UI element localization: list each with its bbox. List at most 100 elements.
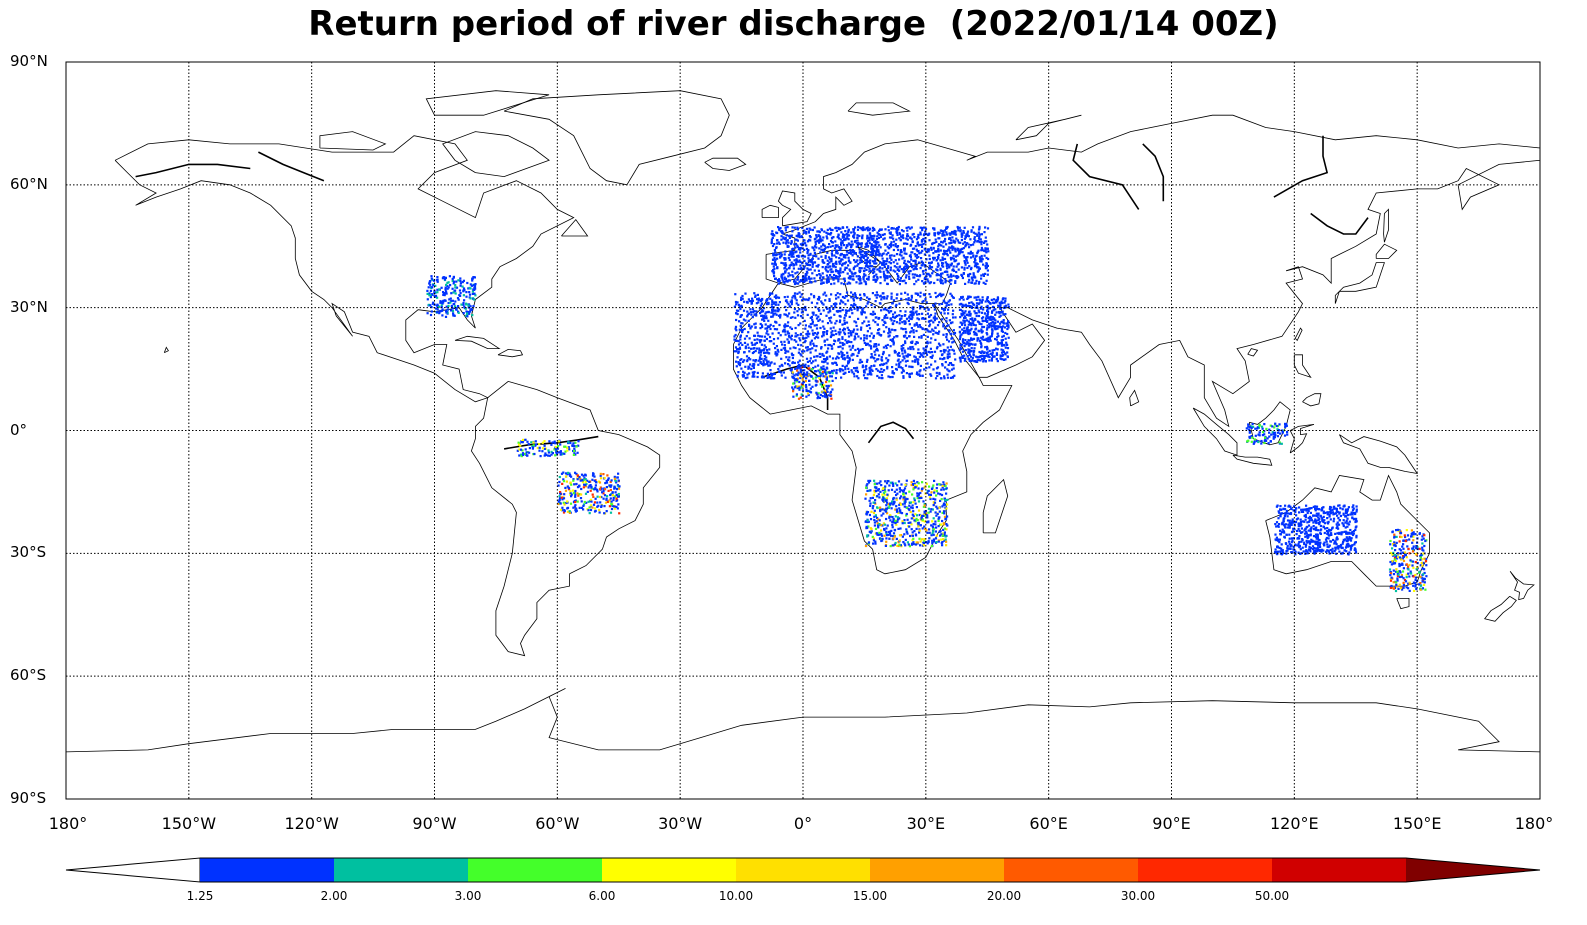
discharge-cell	[1250, 440, 1253, 443]
discharge-cell	[847, 367, 850, 370]
discharge-cell	[976, 339, 979, 342]
discharge-cell	[1278, 441, 1281, 444]
discharge-cell	[811, 263, 814, 266]
discharge-cell	[736, 356, 739, 359]
discharge-cell	[585, 482, 588, 485]
discharge-cell	[978, 322, 981, 325]
discharge-cell	[930, 487, 934, 490]
discharge-cell	[904, 492, 907, 495]
discharge-cell	[822, 309, 825, 312]
discharge-cell	[941, 282, 944, 285]
greenland-outline	[503, 90, 730, 186]
discharge-cell	[566, 473, 569, 476]
discharge-cell	[434, 284, 437, 287]
discharge-cell	[939, 267, 942, 270]
discharge-cell	[863, 320, 866, 323]
discharge-cell	[890, 507, 893, 510]
discharge-cell	[847, 256, 850, 259]
discharge-cell	[939, 292, 942, 295]
discharge-cell	[960, 302, 963, 305]
discharge-cell	[471, 292, 474, 295]
discharge-cell	[966, 233, 969, 236]
discharge-cell	[796, 314, 800, 317]
discharge-cell	[773, 309, 776, 312]
discharge-cell	[947, 263, 950, 266]
discharge-cell	[928, 254, 931, 257]
discharge-cell	[598, 508, 601, 512]
discharge-cell	[932, 316, 935, 319]
discharge-cell	[929, 330, 932, 333]
discharge-cell	[904, 327, 907, 331]
discharge-cell	[575, 445, 578, 448]
discharge-cell	[879, 490, 882, 493]
discharge-cell	[890, 227, 893, 230]
discharge-cell	[886, 316, 889, 319]
discharge-cell	[447, 304, 450, 308]
discharge-cell	[879, 506, 882, 509]
discharge-cell	[876, 516, 879, 520]
discharge-cell	[863, 371, 866, 374]
discharge-cell	[965, 319, 969, 322]
discharge-cell	[927, 489, 930, 492]
discharge-cell	[864, 281, 867, 284]
discharge-cell	[991, 349, 994, 352]
discharge-cell	[817, 369, 820, 372]
discharge-cell	[885, 537, 888, 540]
discharge-cell	[1414, 578, 1417, 581]
discharge-cell	[943, 257, 947, 261]
discharge-cell	[801, 382, 804, 385]
discharge-cell	[840, 252, 843, 256]
discharge-cell	[853, 367, 856, 370]
discharge-cells	[426, 225, 1428, 593]
discharge-cell	[800, 393, 803, 396]
discharge-cell	[868, 229, 871, 232]
discharge-cell	[919, 326, 922, 329]
discharge-cell	[974, 343, 977, 346]
discharge-cell	[972, 322, 975, 325]
discharge-cell	[1409, 570, 1412, 573]
discharge-cell	[891, 523, 894, 527]
discharge-cell	[600, 487, 603, 490]
discharge-cell	[824, 368, 827, 371]
discharge-cell	[965, 259, 968, 262]
discharge-cell	[781, 330, 785, 333]
discharge-cell	[917, 348, 920, 351]
discharge-cell	[798, 348, 801, 351]
discharge-cell	[874, 542, 877, 545]
discharge-cell	[896, 335, 899, 338]
discharge-cell	[960, 235, 963, 238]
discharge-cell	[971, 357, 974, 360]
discharge-cell	[940, 244, 943, 247]
discharge-cell	[824, 246, 827, 249]
discharge-cell	[804, 384, 808, 387]
discharge-cell	[943, 532, 946, 535]
discharge-cell	[951, 236, 954, 239]
discharge-cell	[916, 492, 919, 495]
discharge-cell	[814, 305, 817, 309]
discharge-cell	[911, 534, 914, 537]
discharge-cell	[988, 359, 991, 362]
discharge-cell	[874, 300, 877, 303]
discharge-cell	[880, 363, 883, 366]
discharge-cell	[805, 389, 808, 393]
discharge-cell	[740, 322, 743, 325]
discharge-cell	[855, 332, 859, 336]
discharge-cell	[565, 480, 568, 483]
discharge-cell	[797, 397, 801, 400]
discharge-cell	[1398, 548, 1401, 551]
discharge-cell	[865, 334, 868, 337]
north-america-outline	[114, 135, 575, 403]
discharge-cell	[867, 300, 870, 304]
discharge-cell	[864, 365, 867, 368]
discharge-cell	[905, 226, 908, 229]
discharge-cell	[946, 498, 949, 501]
discharge-cell	[866, 519, 869, 522]
discharge-cell	[765, 332, 768, 335]
discharge-cell	[983, 351, 986, 354]
discharge-cell	[887, 480, 890, 483]
discharge-cell	[569, 441, 572, 445]
discharge-cell	[915, 256, 919, 259]
discharge-cell	[968, 348, 971, 351]
discharge-cell	[755, 341, 759, 344]
discharge-cell	[1267, 442, 1270, 445]
